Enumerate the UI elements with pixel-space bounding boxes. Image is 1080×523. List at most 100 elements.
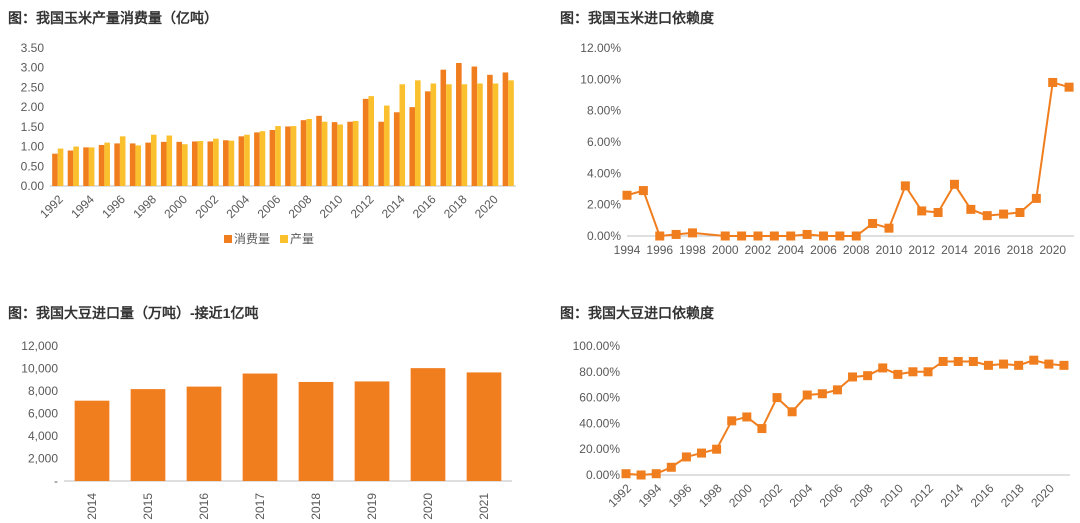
y-tick-label: 100.00% [573,339,621,353]
bar-production-2009 [321,121,328,186]
bar-consumption-2020 [487,74,493,186]
bar-production-2005 [259,131,266,186]
bar-2016 [186,386,222,481]
x-tick-label: 2006 [817,481,846,510]
marker-2015 [968,356,978,366]
bar-production-2010 [337,124,343,186]
marker-2008 [863,371,873,381]
y-tick-label: 6.00% [587,135,621,149]
bar-consumption-2009 [316,115,322,186]
bar-consumption-2015 [409,107,416,186]
bar-consumption-1998 [145,142,151,186]
marker-2013 [933,208,943,217]
marker-2000 [742,412,752,422]
bar-consumption-2016 [424,91,431,186]
marker-2004 [802,390,812,400]
bar-production-1994 [88,147,95,186]
x-tick-label: 2010 [877,481,906,510]
x-tick-label: 2014 [85,493,99,520]
x-tick-label: 2006 [255,192,284,221]
marker-2009 [868,218,878,228]
marker-1993 [636,470,646,480]
bar-production-1993 [73,146,79,186]
y-tick-label: 0.50 [21,159,45,173]
bar-consumption-2011 [347,121,353,186]
bar-production-1996 [119,136,126,186]
x-tick-label: 2010 [317,192,346,221]
y-tick-label: 4.00% [587,166,621,180]
y-tick-label: 8,000 [28,384,58,398]
marker-2018 [1015,208,1025,217]
chart-title: 图：我国大豆进口量（万吨）-接近1亿吨 [8,305,259,321]
x-tick-label: 1998 [696,481,725,510]
marker-2003 [787,407,797,417]
bar-2020 [410,368,446,481]
x-tick-label: 2008 [843,243,870,257]
soy-import-dependence-chart: 0.00% 20.00% 40.00% 60.00% 80.00% 100.00% 1992… [573,339,1070,510]
bar-consumption-2010 [331,122,338,186]
marker-1999 [727,416,737,426]
bar-2014 [74,400,110,482]
x-tick-label: 2014 [379,192,408,221]
y-tick-label: 4,000 [28,429,58,443]
marker-2007 [848,372,858,382]
y-tick-label: 8.00% [587,104,621,118]
x-tick-label: 1998 [679,243,706,257]
x-tick-label: 1996 [99,192,128,221]
y-tick-label: 12,000 [21,339,58,353]
bar-consumption-2007 [285,126,291,186]
y-tick-label: 6,000 [28,407,58,421]
bar-production-1999 [166,135,173,186]
x-tick-label: 1994 [68,192,97,221]
bar-consumption-2021 [502,72,509,186]
y-tick-label: 1.00 [21,140,45,154]
marker-2014 [949,179,959,189]
bar-production-2008 [306,118,312,186]
x-tick-label: 2008 [847,481,876,510]
marker-1996 [681,452,691,462]
marker-2005 [817,389,827,399]
marker-2015 [966,204,976,214]
x-tick-label: 2018 [1007,243,1034,257]
marker-1996 [655,231,665,241]
bar-production-2013 [383,105,390,186]
y-tick-label: 20.00% [579,442,620,456]
corn-prod-cons-chart: 0.00 0.50 1.00 1.50 2.00 2.50 3.00 3.50 1992 1994… [21,41,516,246]
y-tick-label: 0.00 [21,179,45,193]
marker-2019 [1029,355,1039,365]
bar-consumption-2004 [238,136,245,186]
bar-consumption-2002 [207,141,214,186]
bar-production-2003 [228,140,235,186]
marker-2006 [818,231,828,241]
bar-production-2017 [446,84,452,186]
marker-2002 [772,393,782,403]
x-tick-label: 1994 [636,481,665,510]
y-tick-label: 2.00 [21,100,45,114]
bar-consumption-1996 [114,143,120,186]
bar-production-2004 [244,134,250,186]
bar-production-2002 [213,138,219,186]
marker-2012 [923,367,933,377]
x-tick-label: 2019 [365,493,379,520]
x-tick-label: 1994 [614,243,641,257]
marker-2017 [999,359,1009,369]
bar-production-2000 [182,144,188,186]
marker-2002 [753,231,763,241]
x-tick-label: 2020 [472,192,501,221]
bar-consumption-1999 [160,141,167,186]
bar-production-2021 [508,80,514,186]
x-tick-label: 2010 [876,243,903,257]
bar-consumption-1993 [67,150,74,186]
corn-import-dependence-chart: 0.00% 2.00% 4.00% 6.00% 8.00% 10.00% 12.00% 199… [580,41,1074,257]
marker-2003 [769,231,779,241]
x-tick-label: 2002 [756,481,785,510]
marker-2013 [938,356,948,366]
chart-title: 图：我国玉米进口依赖度 [560,10,714,26]
x-tick-label: 2012 [908,243,935,257]
y-tick-label: 80.00% [579,365,620,379]
bar-production-2020 [492,83,499,186]
x-tick-label: 1998 [130,192,159,221]
y-tick-label: 3.50 [21,41,45,55]
x-tick-label: 2020 [1039,243,1066,257]
marker-2000 [720,231,730,241]
